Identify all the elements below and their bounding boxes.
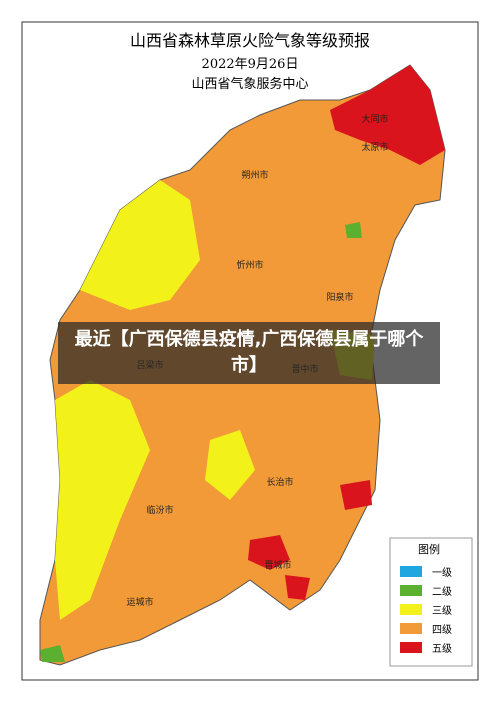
city-label: 阳泉市 [326, 291, 353, 303]
legend-title: 图例 [418, 542, 440, 556]
city-label: 晋城市 [264, 559, 291, 571]
city-label: 忻州市 [236, 259, 263, 271]
city-label: 大同市 [361, 113, 388, 125]
legend-swatch [400, 642, 422, 653]
legend-swatch [400, 623, 422, 634]
date: 2022年9月26日 [202, 57, 299, 72]
zone [285, 575, 310, 600]
legend-label: 四级 [432, 624, 452, 636]
legend-swatch [400, 585, 422, 596]
zone [340, 480, 372, 510]
overlay-banner: 最近【广西保德县疫情,广西保德县属于哪个市】 [58, 322, 440, 384]
zone [205, 430, 255, 500]
legend-label: 一级 [432, 567, 452, 579]
legend-label: 三级 [432, 605, 452, 617]
city-label: 运城市 [126, 596, 153, 608]
zone [330, 65, 445, 165]
zone [248, 535, 290, 570]
legend-label: 二级 [432, 586, 452, 598]
zone [55, 380, 150, 620]
title: 山西省森林草原火险气象等级预报 [130, 31, 370, 50]
issuer: 山西省气象服务中心 [191, 76, 308, 92]
city-label: 太原市 [361, 141, 388, 153]
zone [345, 222, 362, 238]
city-label: 临汾市 [146, 504, 173, 516]
headline: 最近【广西保德县疫情,广西保德县属于哪个市】 [74, 329, 424, 376]
city-label: 长治市 [266, 476, 293, 488]
legend-swatch [400, 566, 422, 577]
legend-label: 五级 [432, 643, 452, 655]
legend-swatch [400, 604, 422, 615]
zone [80, 180, 200, 310]
zone [40, 645, 65, 662]
city-label: 朔州市 [241, 169, 268, 181]
